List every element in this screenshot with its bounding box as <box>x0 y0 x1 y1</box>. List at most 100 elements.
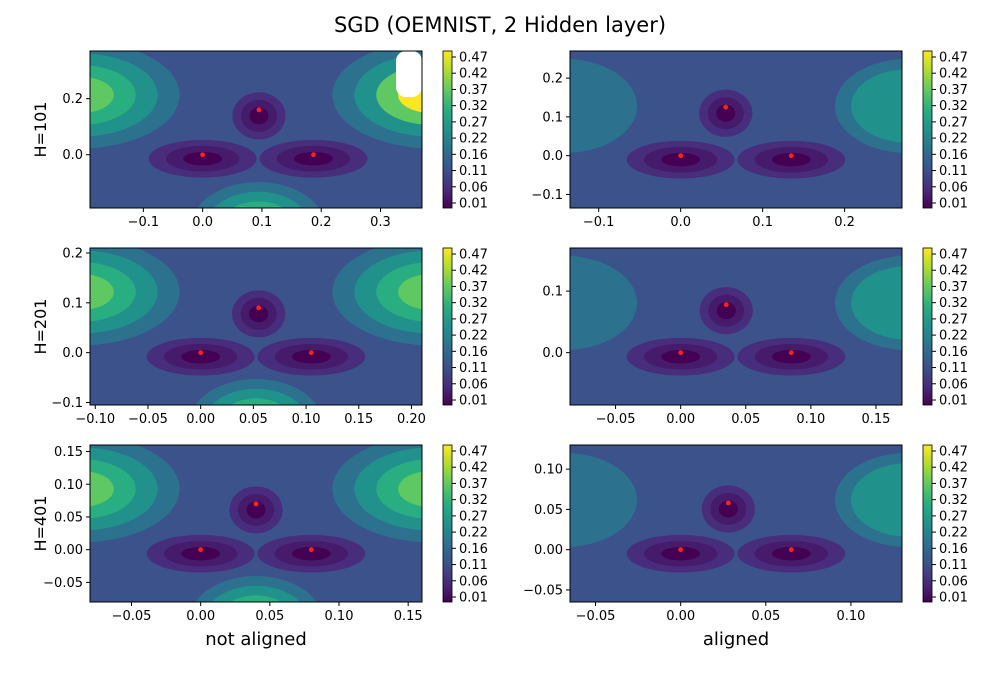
y-tick-label: 0.05 <box>54 510 83 525</box>
low-loss-basin <box>661 349 701 364</box>
colorbar-tick-label: 0.47 <box>939 51 968 66</box>
x-tick-label: 0.15 <box>344 412 373 427</box>
colorbar-tick-label: 0.01 <box>459 591 488 606</box>
x-tick-label: 0.1 <box>252 215 273 230</box>
y-tick-label: 0.00 <box>54 543 83 558</box>
low-loss-basin <box>249 107 269 125</box>
y-tick-label: −0.05 <box>523 583 563 598</box>
x-tick-label: 0.3 <box>370 215 391 230</box>
x-tick-label: 0.0 <box>670 215 691 230</box>
minimum-point-3 <box>253 501 259 507</box>
x-axis-label: aligned <box>703 629 769 650</box>
contour-field <box>90 51 422 208</box>
colorbar-tick-label: 0.27 <box>939 115 968 130</box>
colorbar-tick-label: 0.16 <box>939 345 968 360</box>
colorbar-tick-label: 0.37 <box>459 83 488 98</box>
panel-5: −0.05 0.00 0.05 0.10 0.15 −0.05 0.00 0.05 0.10 0.… <box>31 444 488 650</box>
colorbar-tick-label: 0.32 <box>459 493 488 508</box>
colorbar: 0.470.420.370.320.27 0.220.160.110.06 0.01 <box>922 247 968 409</box>
colorbar-tick-label: 0.32 <box>459 296 488 311</box>
colorbar-tick-label: 0.06 <box>939 180 968 195</box>
x-tick-label: −0.1 <box>128 215 160 230</box>
axes-frame <box>89 444 423 603</box>
y-tick-label: −0.05 <box>43 576 83 591</box>
panel-3: −0.10 −0.05 0.00 0.05 0.10 0.15 0.20 −0.1 0.0 0.1… <box>31 246 488 427</box>
colorbar-tick-label: 0.42 <box>939 264 968 279</box>
colorbar-tick-label: 0.06 <box>939 574 968 589</box>
x-tick-label: 0.0 <box>192 215 213 230</box>
high-loss-lobe <box>90 471 114 507</box>
colorbar-gradient <box>442 444 453 603</box>
minimum-point-3 <box>723 104 729 110</box>
colorbar-tick-label: 0.06 <box>459 574 488 589</box>
colorbar-tick-label: 0.32 <box>939 296 968 311</box>
high-loss-lobe <box>90 77 114 113</box>
high-loss-lobe <box>230 595 282 602</box>
colorbar-gradient <box>922 444 933 603</box>
high-loss-lobe <box>570 266 621 340</box>
low-loss-basin <box>246 501 266 519</box>
low-loss-basin <box>291 546 331 561</box>
y-tick-label: 0.1 <box>542 110 563 125</box>
colorbar-tick-label: 0.27 <box>459 115 488 130</box>
x-tick-label: −0.05 <box>576 609 616 624</box>
colorbar-tick-label: 0.16 <box>939 148 968 163</box>
low-loss-basin <box>716 302 736 320</box>
colorbar: 0.470.420.370.320.27 0.220.160.110.06 0.01 <box>442 444 488 606</box>
high-loss-lobe <box>867 79 902 133</box>
x-tick-label: 0.00 <box>186 412 215 427</box>
high-loss-lobe <box>867 276 902 330</box>
colorbar-tick-label: 0.42 <box>459 67 488 82</box>
y-tick-label: 0.2 <box>62 246 83 261</box>
y-tick-label: 0.10 <box>534 463 563 478</box>
minimum-point-2 <box>308 350 314 356</box>
x-tick-label: 0.00 <box>666 609 695 624</box>
colorbar-tick-label: 0.22 <box>939 132 968 147</box>
contour-field <box>90 248 422 405</box>
low-loss-basin <box>291 349 331 364</box>
low-loss-basin <box>249 305 269 323</box>
row-label: H=101 <box>31 102 50 158</box>
x-tick-label: 0.00 <box>186 609 215 624</box>
colorbar-gradient <box>442 247 453 406</box>
panel-6: −0.05 0.00 0.05 0.10 −0.05 0.00 0.05 0.10 aligne… <box>523 444 968 650</box>
colorbar-tick-label: 0.42 <box>459 264 488 279</box>
colorbar-tick-label: 0.37 <box>939 83 968 98</box>
high-loss-lobe <box>570 69 621 143</box>
x-tick-label: 0.15 <box>861 412 890 427</box>
colorbar-tick-label: 0.22 <box>459 132 488 147</box>
x-tick-label: −0.05 <box>596 412 636 427</box>
low-loss-basin <box>181 546 221 561</box>
colorbar-tick-label: 0.11 <box>939 558 968 573</box>
colorbar-gradient <box>922 247 933 406</box>
low-loss-basin <box>181 349 221 364</box>
colorbar-tick-label: 0.11 <box>939 361 968 376</box>
colorbar-tick-label: 0.37 <box>459 477 488 492</box>
colorbar-tick-label: 0.22 <box>459 329 488 344</box>
y-tick-label: 0.0 <box>62 346 83 361</box>
colorbar-tick-label: 0.22 <box>939 526 968 541</box>
minimum-point-2 <box>308 547 314 553</box>
x-tick-label: −0.05 <box>128 412 168 427</box>
colorbar-tick-label: 0.11 <box>459 164 488 179</box>
x-tick-label: −0.1 <box>583 215 615 230</box>
x-tick-label: 0.10 <box>796 412 825 427</box>
minimum-point-1 <box>678 547 684 553</box>
minimum-point-1 <box>198 350 204 356</box>
colorbar-tick-label: 0.47 <box>459 51 488 66</box>
colorbar-tick-label: 0.32 <box>939 493 968 508</box>
minimum-point-1 <box>200 152 206 158</box>
minimum-point-1 <box>678 350 684 356</box>
y-tick-label: 0.2 <box>62 92 83 107</box>
y-tick-label: 0.05 <box>534 503 563 518</box>
row-label: H=401 <box>31 496 50 552</box>
colorbar-tick-label: 0.06 <box>939 377 968 392</box>
minimum-point-1 <box>678 153 684 159</box>
high-loss-lobe <box>398 471 422 507</box>
minimum-point-3 <box>256 305 262 311</box>
minimum-point-3 <box>725 500 731 506</box>
colorbar-tick-label: 0.01 <box>939 591 968 606</box>
x-tick-label: 0.1 <box>752 215 773 230</box>
low-loss-basin <box>183 151 223 166</box>
colorbar-tick-label: 0.01 <box>939 197 968 212</box>
